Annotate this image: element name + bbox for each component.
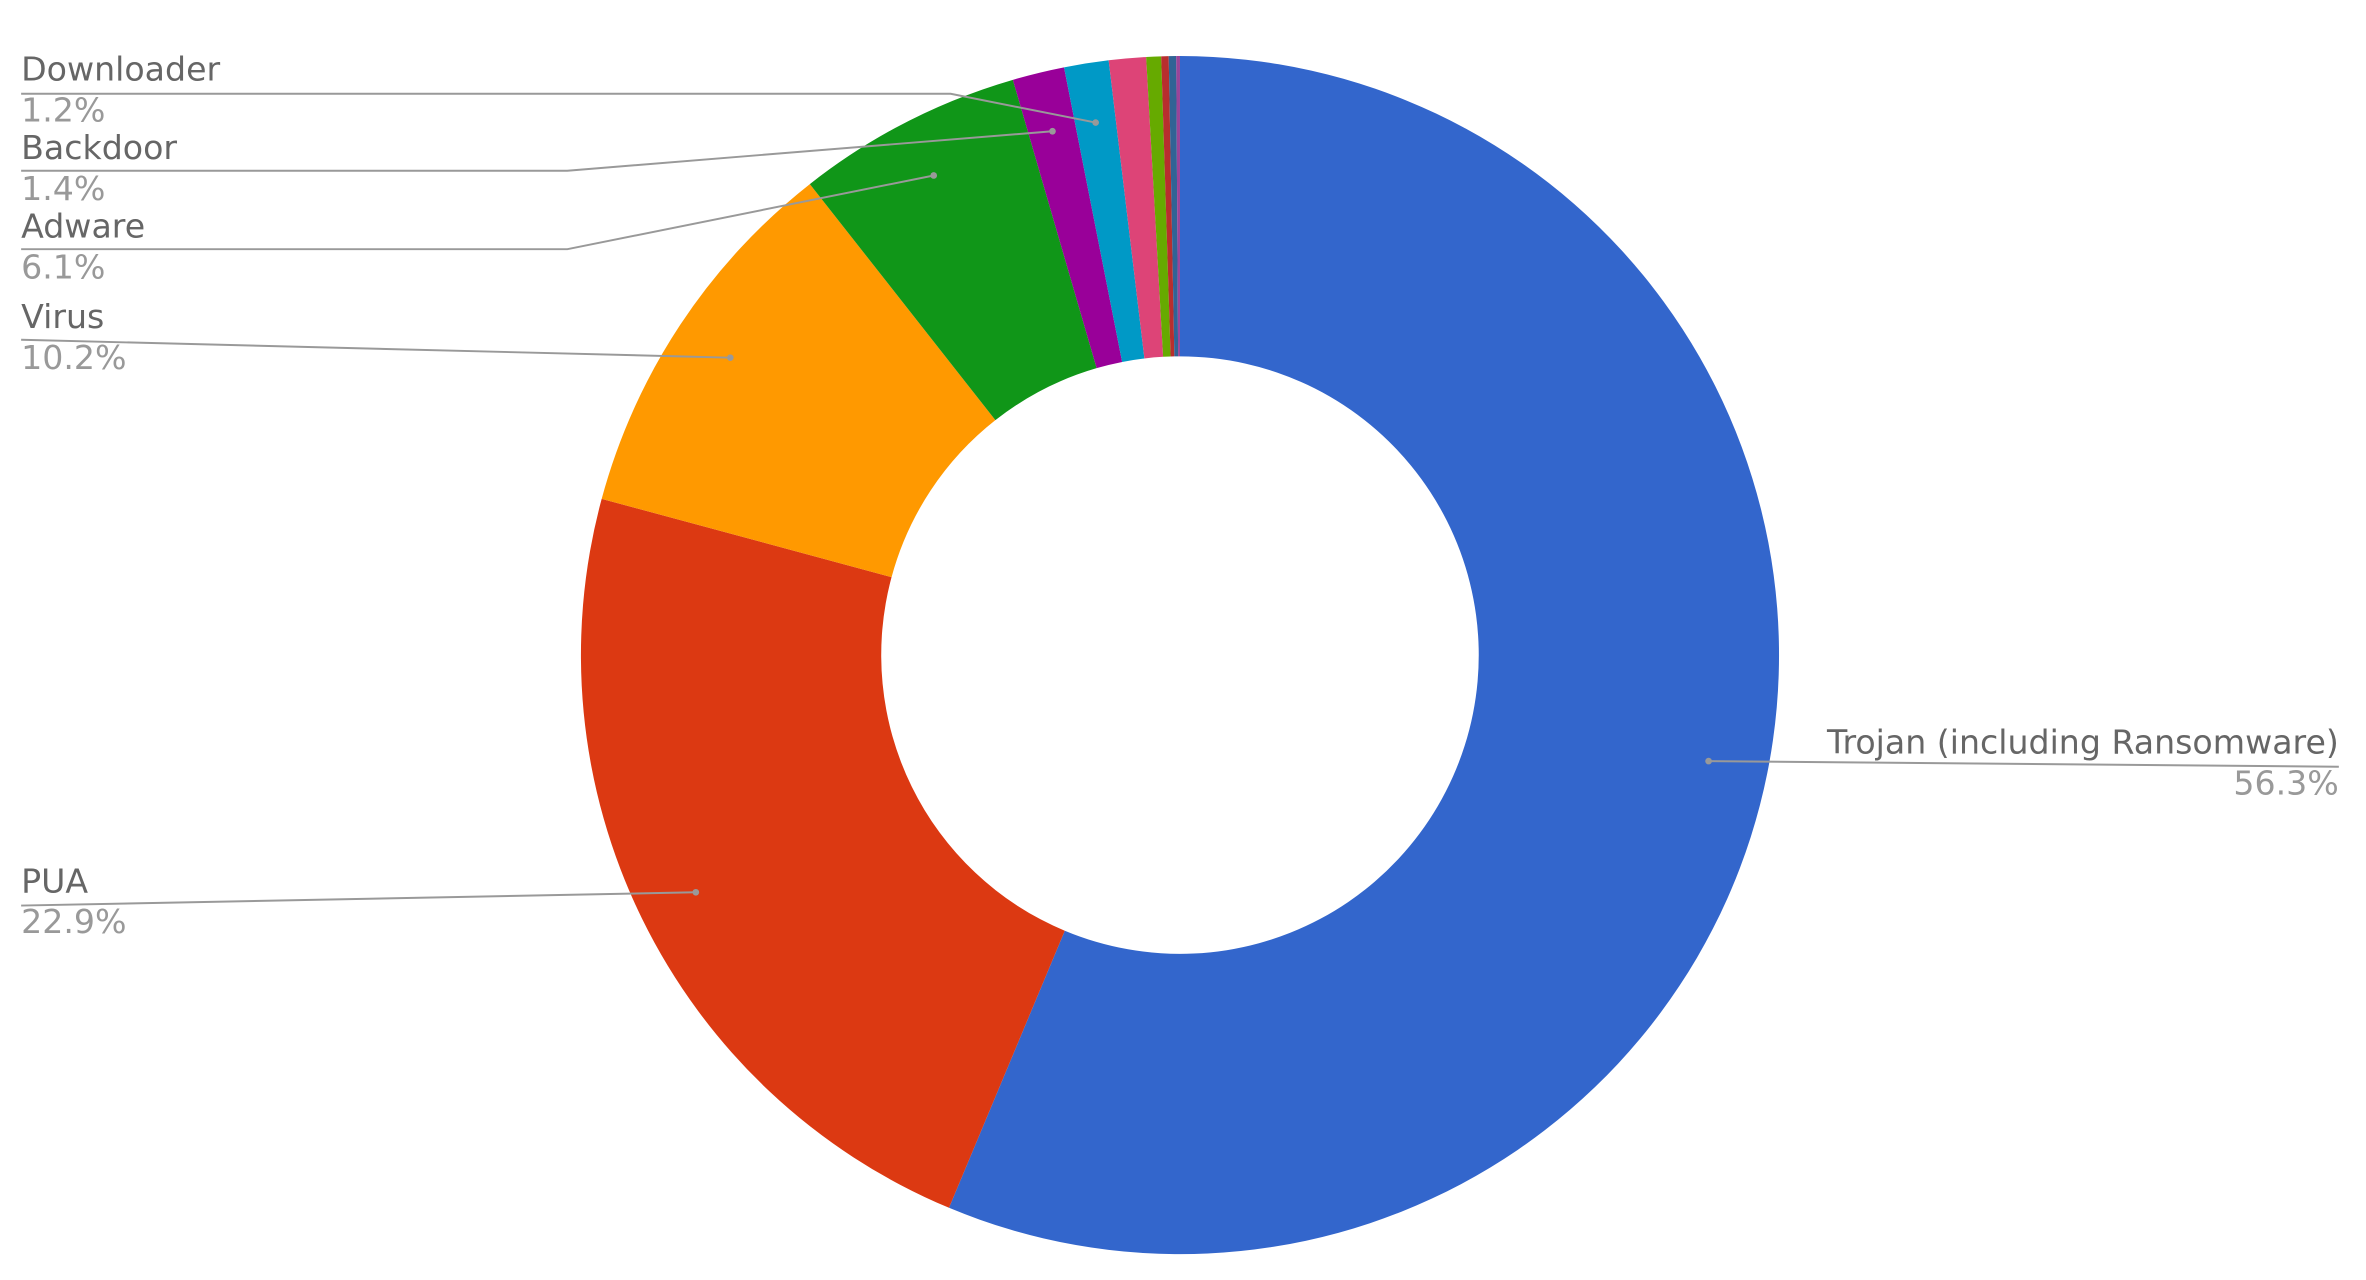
leader-line <box>21 130 1053 172</box>
leader-line <box>21 92 1096 124</box>
leader-line <box>1708 760 2339 768</box>
slice-label: Downloader <box>21 50 220 89</box>
leader-line <box>21 891 696 907</box>
leader-dot <box>1049 127 1056 135</box>
leader-dot <box>1705 757 1712 765</box>
slice-value: 1.4% <box>21 169 105 208</box>
slice-value: 1.2% <box>21 90 105 129</box>
slice <box>1108 57 1164 359</box>
slice <box>601 184 996 578</box>
slice-label: Adware <box>21 207 145 246</box>
slice-label: Trojan (including Ransomware) <box>1826 723 2339 762</box>
leader-dot <box>692 888 700 896</box>
slice <box>949 56 1780 1255</box>
slice-value: 22.9% <box>21 902 126 941</box>
leader-dot <box>726 354 734 361</box>
slice <box>580 498 1065 1208</box>
slice <box>1064 60 1145 362</box>
slice <box>1146 56 1171 357</box>
slice-label: Virus <box>21 297 104 336</box>
slice <box>809 79 1097 421</box>
slice-label: Backdoor <box>21 128 177 167</box>
slice <box>1176 56 1180 357</box>
leader-line <box>21 338 731 359</box>
slice-label: PUA <box>21 861 88 900</box>
slice <box>1012 67 1123 369</box>
slice <box>1168 56 1179 357</box>
slice <box>1161 56 1175 357</box>
slice-value: 6.1% <box>21 247 105 286</box>
slice-value: 10.2% <box>21 338 126 377</box>
leader-line <box>21 174 934 251</box>
leader-dot <box>930 172 938 179</box>
leader-dot <box>1092 119 1099 126</box>
slice-value: 56.3% <box>2233 763 2338 802</box>
